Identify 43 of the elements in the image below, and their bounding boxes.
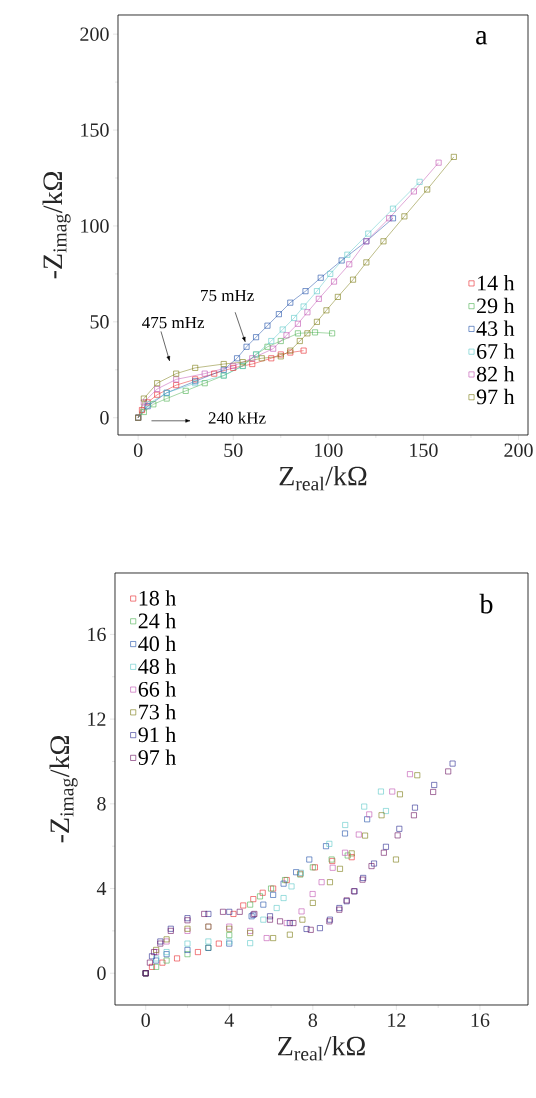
y-tick-label: 50 bbox=[90, 315, 109, 329]
y-tick-label: 0 bbox=[97, 966, 106, 980]
x-tick-label: 200 bbox=[504, 443, 533, 458]
annotation: b bbox=[479, 593, 493, 614]
y-axis-title: -Z$_{imag}$/kΩ bbox=[42, 172, 71, 279]
x-tick-label: 8 bbox=[308, 1013, 318, 1028]
y-tick-label: 0 bbox=[100, 410, 109, 425]
legend-label: 97 h bbox=[138, 749, 176, 765]
legend-label: 40 h bbox=[138, 635, 176, 652]
legend-label: 67 h bbox=[477, 343, 515, 359]
annotation: 75 mHz bbox=[201, 289, 254, 302]
x-tick-label: 16 bbox=[471, 1013, 490, 1027]
y-axis-title: -Z$_{imag}$/kΩ bbox=[49, 736, 78, 843]
y-tick-label: 4 bbox=[96, 881, 107, 896]
annotation: a bbox=[476, 31, 488, 45]
x-tick-label: 150 bbox=[410, 443, 438, 458]
legend-label: 66 h bbox=[138, 681, 176, 697]
x-axis-title: Z$_{real}$/kΩ bbox=[279, 465, 367, 491]
legend-label: 18 h bbox=[139, 590, 176, 606]
x-tick-label: 0 bbox=[141, 1013, 150, 1028]
legend-label: 48 h bbox=[138, 658, 176, 674]
y-tick-label: 150 bbox=[81, 123, 109, 137]
x-axis-title: Z$_{real}$/kΩ bbox=[278, 1035, 365, 1061]
x-tick-label: 12 bbox=[388, 1013, 406, 1027]
legend-label: 73 h bbox=[139, 703, 176, 720]
x-tick-label: 4 bbox=[224, 1013, 234, 1027]
legend-label: 82 h bbox=[476, 366, 515, 382]
y-tick-label: 100 bbox=[81, 219, 109, 233]
legend-label: 91 h bbox=[138, 726, 176, 743]
x-tick-label: 100 bbox=[315, 443, 343, 458]
x-tick-label: 50 bbox=[224, 443, 243, 458]
legend-label: 24 h bbox=[138, 612, 176, 629]
y-tick-label: 12 bbox=[88, 712, 106, 726]
annotation: 240 kHz bbox=[208, 411, 266, 424]
legend-label: 97 h bbox=[476, 388, 515, 405]
legend-label: 43 h bbox=[476, 320, 515, 337]
legend-label: 14 h bbox=[478, 275, 515, 291]
legend-label: 29 h bbox=[477, 297, 515, 314]
y-tick-label: 200 bbox=[80, 27, 109, 41]
y-tick-label: 16 bbox=[88, 627, 106, 642]
x-tick-label: 0 bbox=[133, 443, 143, 458]
annotation: 475 mHz bbox=[142, 316, 205, 329]
y-tick-label: 8 bbox=[97, 797, 106, 811]
